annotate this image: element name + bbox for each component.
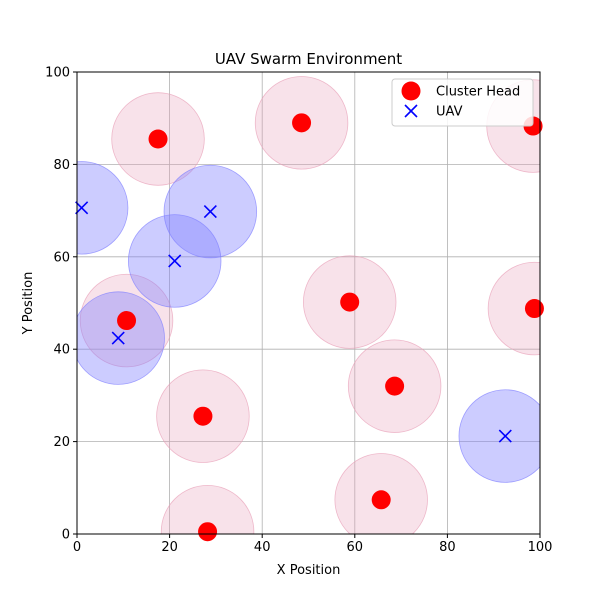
cluster-head-point	[385, 376, 405, 396]
y-tick-label: 40	[53, 343, 70, 358]
uav-point	[203, 204, 217, 219]
legend-uav-marker	[404, 104, 418, 118]
x-tick-label: 80	[439, 540, 456, 555]
uav-point-stroke	[111, 331, 125, 345]
plot-frame	[76, 71, 541, 535]
uav-point	[498, 429, 512, 443]
x-tick-label: 20	[161, 540, 178, 555]
cluster-head-point	[117, 311, 137, 331]
cluster-head-point	[198, 522, 218, 542]
y-tick-label: 100	[45, 66, 70, 81]
uav-range	[77, 161, 129, 255]
x-tick-label: 100	[528, 540, 553, 555]
markers	[75, 113, 544, 542]
y-tick-label: 60	[53, 250, 70, 265]
uav-point	[111, 331, 125, 345]
uav-point	[75, 201, 89, 215]
x-axis-label: X Position	[277, 563, 341, 578]
cluster-head-point	[524, 299, 544, 319]
legend: Cluster Head UAV	[391, 78, 534, 127]
cluster-head-point	[148, 129, 168, 149]
uav-point-stroke	[168, 254, 182, 268]
cluster-head-range	[487, 261, 540, 356]
cluster-head-point	[193, 406, 213, 426]
legend-label: UAV	[436, 105, 463, 120]
legend-cluster-head-marker	[401, 81, 421, 101]
uav-point-stroke	[203, 204, 217, 219]
cluster-head-point	[292, 113, 312, 133]
legend-frame	[391, 78, 534, 127]
chart-title: UAV Swarm Environment	[215, 50, 402, 68]
y-tick-label: 20	[53, 435, 70, 450]
x-tick-label: 60	[347, 540, 364, 555]
cluster-head-point	[340, 292, 360, 312]
legend-uav-stroke	[404, 104, 418, 118]
uav-point-stroke	[75, 201, 89, 215]
y-axis-label: Y Position	[21, 272, 36, 336]
x-tick-label: 0	[73, 540, 81, 555]
cluster-head-range	[160, 485, 255, 534]
legend-label: Cluster Head	[436, 85, 520, 100]
x-tick-label: 40	[254, 540, 271, 555]
axis-ticks: 0 20 40 60 80 100 0 20 40 60 80 100	[45, 66, 552, 556]
uav-point-stroke	[498, 429, 512, 443]
y-tick-label: 80	[53, 158, 70, 173]
cluster-head-point	[371, 490, 391, 510]
uav-point	[168, 254, 182, 268]
uav-range	[77, 291, 165, 385]
uav-range	[458, 389, 540, 483]
y-tick-label: 0	[62, 528, 70, 543]
